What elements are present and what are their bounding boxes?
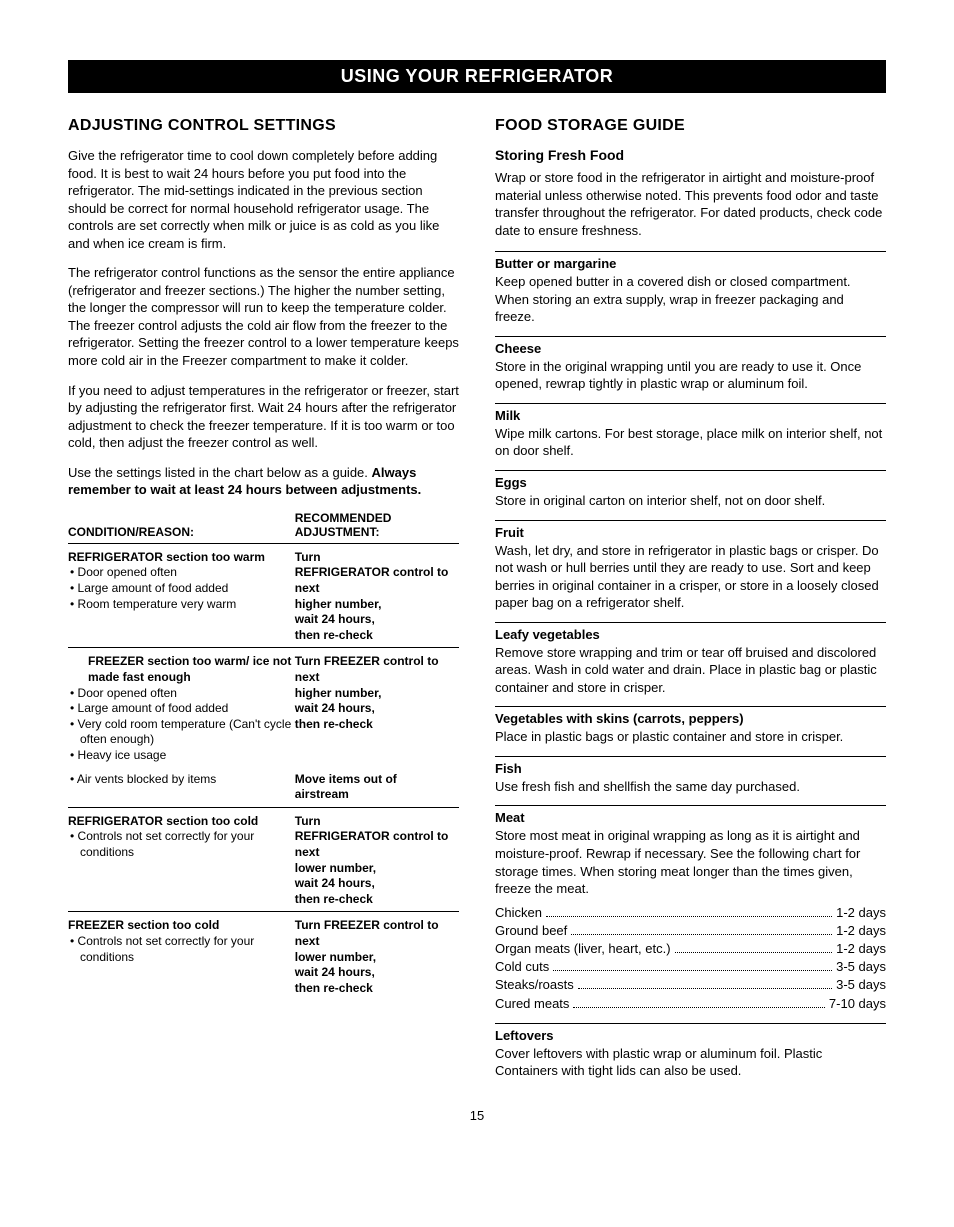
table-head-rec-line1: RECOMMENDED xyxy=(295,511,392,525)
condition-bullet: Controls not set correctly for your cond… xyxy=(68,829,295,860)
two-column-layout: ADJUSTING CONTROL SETTINGS Give the refr… xyxy=(68,117,886,1090)
dot-leader xyxy=(675,952,833,953)
food-item-heading: Cheese xyxy=(495,341,886,356)
food-item-heading: Meat xyxy=(495,810,886,825)
food-item-heading: Butter or margarine xyxy=(495,256,886,271)
meat-name: Cold cuts xyxy=(495,958,549,976)
condition-head: FREEZER section too cold xyxy=(68,918,295,934)
food-item: Meat Store most meat in original wrapping… xyxy=(495,805,886,1012)
dot-leader xyxy=(573,1007,824,1008)
food-item: Fish Use fresh fish and shellfish the sam… xyxy=(495,756,886,796)
condition-bullet: Door opened often xyxy=(68,686,295,702)
food-item-heading: Eggs xyxy=(495,475,886,490)
food-item-text: Remove store wrapping and trim or tear o… xyxy=(495,644,886,697)
food-item-heading: Fish xyxy=(495,761,886,776)
food-item: Leafy vegetables Remove store wrapping an… xyxy=(495,622,886,697)
meat-name: Steaks/roasts xyxy=(495,976,574,994)
food-item-heading: Leafy vegetables xyxy=(495,627,886,642)
meat-duration: 3-5 days xyxy=(836,976,886,994)
food-item: Fruit Wash, let dry, and store in refrige… xyxy=(495,520,886,612)
food-item-text: Wash, let dry, and store in refrigerator… xyxy=(495,542,886,612)
condition-bullets: Controls not set correctly for your cond… xyxy=(68,934,295,965)
food-item: Eggs Store in original carton on interior… xyxy=(495,470,886,510)
recommended-adjustment: Move items out ofairstream xyxy=(295,768,459,808)
meat-storage-row: Steaks/roasts 3-5 days xyxy=(495,976,886,994)
table-head-rec-line2: ADJUSTMENT: xyxy=(295,525,380,539)
adjusting-heading: ADJUSTING CONTROL SETTINGS xyxy=(68,117,459,135)
food-item: Leftovers Cover leftovers with plastic wr… xyxy=(495,1023,886,1080)
table-head-condition: CONDITION/REASON: xyxy=(68,511,295,544)
dot-leader xyxy=(578,988,832,989)
condition-head: REFRIGERATOR section too warm xyxy=(68,550,295,566)
meat-storage-row: Organ meats (liver, heart, etc.) 1-2 days xyxy=(495,940,886,958)
page-number: 15 xyxy=(68,1108,886,1123)
recommended-adjustment: TurnREFRIGERATOR control to nextlower nu… xyxy=(295,807,459,912)
food-item: Cheese Store in the original wrapping unt… xyxy=(495,336,886,393)
meat-storage-row: Cold cuts 3-5 days xyxy=(495,958,886,976)
adjusting-p4-text: Use the settings listed in the chart bel… xyxy=(68,465,368,480)
food-item-text: Wipe milk cartons. For best storage, pla… xyxy=(495,425,886,460)
food-item: Vegetables with skins (carrots, peppers)… xyxy=(495,706,886,746)
page-banner: USING YOUR REFRIGERATOR xyxy=(68,60,886,93)
meat-name: Ground beef xyxy=(495,922,567,940)
meat-duration: 1-2 days xyxy=(836,904,886,922)
dot-leader xyxy=(546,916,832,917)
storing-fresh-intro: Wrap or store food in the refrigerator i… xyxy=(495,169,886,239)
food-item-text: Store in the original wrapping until you… xyxy=(495,358,886,393)
food-item-text: Store in original carton on interior she… xyxy=(495,492,886,510)
recommended-adjustment: Turn FREEZER control to nextlower number… xyxy=(295,912,459,1000)
food-item-heading: Fruit xyxy=(495,525,886,540)
left-column: ADJUSTING CONTROL SETTINGS Give the refr… xyxy=(68,117,459,1090)
food-item-heading: Milk xyxy=(495,408,886,423)
condition-bullet: Heavy ice usage xyxy=(68,748,295,764)
meat-duration: 1-2 days xyxy=(836,922,886,940)
food-item-text: Store most meat in original wrapping as … xyxy=(495,827,886,897)
food-item-text: Cover leftovers with plastic wrap or alu… xyxy=(495,1045,886,1080)
food-item-heading: Vegetables with skins (carrots, peppers) xyxy=(495,711,886,726)
condition-bullet: Very cold room temperature (Can't cycle … xyxy=(68,717,295,748)
adjusting-p1: Give the refrigerator time to cool down … xyxy=(68,147,459,252)
condition-bullets: Controls not set correctly for your cond… xyxy=(68,829,295,860)
meat-duration: 7-10 days xyxy=(829,995,886,1013)
food-item: Butter or margarine Keep opened butter in… xyxy=(495,251,886,326)
table-head-recommended: RECOMMENDED ADJUSTMENT: xyxy=(295,511,459,544)
meat-name: Chicken xyxy=(495,904,542,922)
adjusting-p3: If you need to adjust temperatures in th… xyxy=(68,382,459,452)
condition-bullets: Door opened oftenLarge amount of food ad… xyxy=(68,686,295,764)
condition-bullet: Door opened often xyxy=(68,565,295,581)
meat-duration: 3-5 days xyxy=(836,958,886,976)
meat-storage-row: Ground beef 1-2 days xyxy=(495,922,886,940)
meat-duration: 1-2 days xyxy=(836,940,886,958)
food-guide-heading: FOOD STORAGE GUIDE xyxy=(495,117,886,135)
condition-bullet: Large amount of food added xyxy=(68,581,295,597)
condition-bullet: Air vents blocked by items xyxy=(68,772,295,788)
adjusting-p4: Use the settings listed in the chart bel… xyxy=(68,464,459,499)
food-item-text: Place in plastic bags or plastic contain… xyxy=(495,728,886,746)
meat-storage-row: Cured meats 7-10 days xyxy=(495,995,886,1013)
dot-leader xyxy=(553,970,832,971)
adjusting-p2: The refrigerator control functions as th… xyxy=(68,264,459,369)
storing-fresh-sub: Storing Fresh Food xyxy=(495,147,886,163)
meat-name: Cured meats xyxy=(495,995,569,1013)
condition-bullet: Controls not set correctly for your cond… xyxy=(68,934,295,965)
recommended-adjustment: Turn FREEZER control to nexthigher numbe… xyxy=(295,648,459,768)
adjustment-table: CONDITION/REASON: RECOMMENDED ADJUSTMENT… xyxy=(68,511,459,1000)
meat-name: Organ meats (liver, heart, etc.) xyxy=(495,940,671,958)
condition-bullet: Large amount of food added xyxy=(68,701,295,717)
condition-head: REFRIGERATOR section too cold xyxy=(68,814,295,830)
recommended-adjustment: TurnREFRIGERATOR control to nexthigher n… xyxy=(295,543,459,648)
food-item-text: Use fresh fish and shellfish the same da… xyxy=(495,778,886,796)
dot-leader xyxy=(571,934,832,935)
condition-head: FREEZER section too warm/ ice not made f… xyxy=(68,654,295,685)
condition-bullets: Door opened oftenLarge amount of food ad… xyxy=(68,565,295,612)
food-item-heading: Leftovers xyxy=(495,1028,886,1043)
meat-storage-row: Chicken 1-2 days xyxy=(495,904,886,922)
food-item: Milk Wipe milk cartons. For best storage,… xyxy=(495,403,886,460)
food-item-text: Keep opened butter in a covered dish or … xyxy=(495,273,886,326)
right-column: FOOD STORAGE GUIDE Storing Fresh Food Wr… xyxy=(495,117,886,1090)
condition-bullet: Room temperature very warm xyxy=(68,597,295,613)
